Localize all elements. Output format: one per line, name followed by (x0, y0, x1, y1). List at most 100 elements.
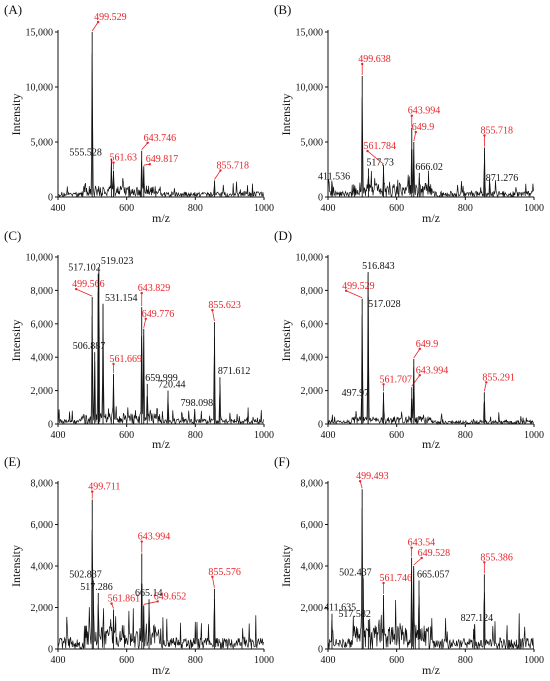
peak-label: 517.028 (368, 299, 401, 310)
peak-arrow-head (112, 362, 115, 366)
peak-label: 531.154 (105, 293, 138, 304)
panel-b: (B) 0 5,000 10,000 15,000 400 600 800 1000 m/z Int… (274, 2, 544, 225)
x-tick-label: 400 (51, 203, 66, 214)
peak-label: 643.994 (416, 365, 449, 376)
x-tick-label: 600 (389, 430, 404, 441)
peak-label: 561.861 (108, 594, 140, 605)
peak-label: 855.576 (208, 567, 241, 578)
peak-arrow (91, 21, 99, 32)
panel-label: (F) (274, 454, 290, 469)
y-tick-label: 10,000 (26, 253, 54, 264)
x-tick-label: 1000 (524, 655, 544, 666)
x-tick-label: 400 (321, 430, 336, 441)
peak-arrow-head (382, 383, 385, 386)
peak-arrow-head (410, 546, 413, 549)
peak-label: 649.528 (418, 548, 451, 559)
y-tick-label: 6,000 (31, 319, 54, 330)
peak-arrow-head (91, 490, 94, 493)
peak-label: 502.437 (339, 567, 372, 578)
peak-label: 649.9 (416, 339, 439, 350)
peak-label: 659.999 (145, 373, 178, 384)
y-tick-label: 8,000 (31, 286, 54, 297)
x-tick-label: 600 (389, 203, 404, 214)
panel-f: (F) 0 2,000 4,000 6,000 8,000 400 600 800 1000 m/z… (274, 454, 544, 677)
peak-arrow (413, 131, 417, 142)
peak-label: 871.276 (486, 173, 519, 184)
peak-arrow (212, 576, 215, 588)
y-tick-label: 8,000 (31, 479, 54, 490)
peak-label: 827.124 (461, 613, 494, 624)
panel-e: (E) 0 2,000 4,000 6,000 8,000 400 600 800 1000 m/z… (4, 454, 274, 677)
y-tick-label: 15,000 (296, 28, 324, 39)
x-axis-label: m/z (152, 211, 170, 225)
peak-label: 720.44 (158, 380, 186, 391)
peak-label: 517.286 (80, 582, 113, 593)
peak-label: 561.63 (109, 153, 137, 164)
y-tick-label: 0 (318, 193, 323, 204)
peak-arrow-head (382, 581, 385, 585)
peak-arrow-head (140, 540, 143, 543)
peak-arrow-head (211, 575, 214, 579)
peak-label: 517.73 (366, 157, 394, 168)
y-tick-label: 0 (48, 420, 53, 431)
y-tick-label: 10,000 (296, 83, 324, 94)
peak-arrow-head (483, 134, 486, 137)
y-tick-label: 10,000 (26, 83, 54, 94)
peak-label: 499.638 (358, 54, 391, 65)
peak-label: 643.54 (408, 538, 436, 549)
peak-arrow-head (74, 287, 78, 291)
panel-label: (D) (274, 228, 292, 243)
x-tick-label: 800 (188, 430, 203, 441)
x-tick-label: 400 (51, 655, 66, 666)
y-tick-label: 2,000 (301, 386, 324, 397)
peak-arrow-head (414, 130, 417, 134)
panel-label: (B) (274, 2, 291, 17)
peak-arrow (143, 318, 147, 328)
peak-arrow-head (211, 308, 214, 312)
y-tick-label: 5,000 (31, 138, 54, 149)
peak-label: 643.829 (138, 283, 171, 294)
peak-label: 502.837 (69, 570, 102, 581)
y-tick-label: 8,000 (301, 286, 324, 297)
peak-label: 855.291 (482, 372, 515, 383)
x-tick-label: 600 (119, 203, 134, 214)
peak-arrow-head (366, 149, 369, 153)
peak-label: 497.97 (342, 388, 370, 399)
peak-label: 855.386 (480, 552, 513, 563)
x-axis-label: m/z (422, 437, 440, 451)
x-tick-label: 400 (51, 430, 66, 441)
peak-label: 855.718 (216, 161, 249, 172)
peak-arrow-head (156, 600, 159, 603)
peak-label: 649.9 (412, 122, 435, 133)
peak-label: 666.02 (415, 162, 443, 173)
panel-d: (D) 0 2,000 4,000 6,000 8,000 10,000 400 600 800 1… (274, 228, 544, 451)
peak-label: 499.529 (342, 281, 375, 292)
x-axis-label: m/z (422, 663, 440, 677)
peak-label: 499.711 (88, 482, 120, 493)
y-tick-label: 10,000 (296, 253, 324, 264)
peak-label: 798.098 (181, 398, 214, 409)
peak-label: 499.566 (72, 279, 105, 290)
peak-label: 499.493 (356, 471, 389, 482)
peak-label: 411.635 (324, 603, 356, 614)
peak-label: 643.746 (144, 133, 177, 144)
peak-arrow (143, 601, 158, 605)
peak-arrow-head (418, 347, 421, 351)
peak-arrow (76, 288, 93, 297)
peak-label: 561.669 (110, 354, 142, 365)
x-axis-label: m/z (152, 437, 170, 451)
panel-label: (E) (4, 454, 21, 469)
peak-label: 649.817 (146, 154, 179, 165)
peak-arrow-head (344, 289, 348, 292)
y-tick-label: 0 (318, 420, 323, 431)
peak-arrow-head (144, 317, 147, 321)
y-tick-label: 8,000 (301, 479, 324, 490)
y-tick-label: 15,000 (26, 28, 54, 39)
y-tick-label: 5,000 (301, 138, 324, 149)
y-tick-label: 6,000 (301, 520, 324, 531)
peak-label: 855.718 (480, 126, 512, 137)
peak-arrow-head (110, 602, 113, 605)
x-tick-label: 600 (389, 655, 404, 666)
y-axis-label: Intensity (279, 320, 293, 362)
